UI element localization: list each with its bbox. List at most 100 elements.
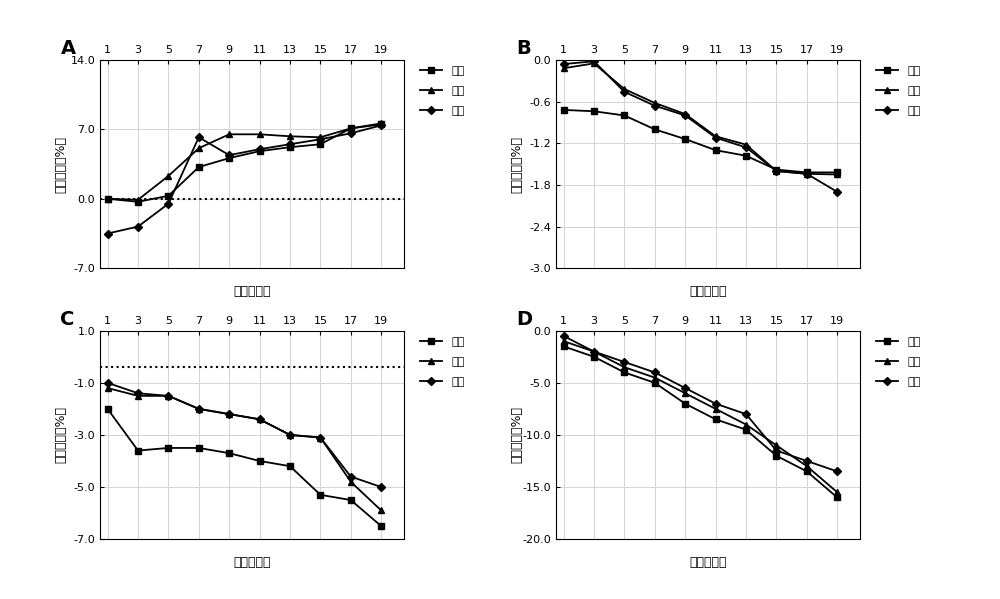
中値 bbox=[254, 416, 266, 423]
中値 bbox=[193, 406, 205, 413]
Line: 高値: 高値 bbox=[561, 333, 840, 474]
中値 bbox=[710, 406, 722, 413]
中値 bbox=[132, 392, 144, 400]
Text: B: B bbox=[516, 39, 531, 58]
中値 bbox=[740, 141, 752, 148]
低値 bbox=[558, 343, 570, 350]
低値 bbox=[314, 141, 326, 148]
低値 bbox=[740, 426, 752, 433]
Text: C: C bbox=[60, 310, 75, 329]
低値 bbox=[254, 147, 266, 155]
低値 bbox=[193, 164, 205, 171]
中値 bbox=[193, 144, 205, 152]
高値 bbox=[831, 468, 843, 475]
低値 bbox=[801, 169, 813, 176]
Line: 中値: 中値 bbox=[561, 60, 840, 177]
Text: 相对偏差（%）: 相对偏差（%） bbox=[510, 407, 523, 464]
中値 bbox=[223, 410, 235, 418]
高値 bbox=[831, 188, 843, 195]
低値 bbox=[710, 416, 722, 423]
低値 bbox=[679, 400, 691, 407]
Text: 时间（天）: 时间（天） bbox=[233, 556, 271, 569]
低値 bbox=[588, 353, 600, 361]
Line: 低値: 低値 bbox=[105, 406, 384, 529]
高値 bbox=[770, 168, 782, 175]
中値 bbox=[223, 131, 235, 138]
中値 bbox=[801, 462, 813, 470]
Text: 相对偏差（%）: 相对偏差（%） bbox=[54, 135, 67, 192]
中値 bbox=[314, 134, 326, 141]
高値 bbox=[314, 434, 326, 441]
低値 bbox=[649, 126, 661, 133]
高値 bbox=[223, 410, 235, 418]
中値 bbox=[162, 392, 174, 400]
低値 bbox=[223, 155, 235, 162]
高値 bbox=[588, 348, 600, 355]
低値 bbox=[375, 522, 387, 530]
低値 bbox=[375, 121, 387, 128]
中値 bbox=[375, 120, 387, 127]
高値 bbox=[132, 390, 144, 397]
高値 bbox=[375, 483, 387, 491]
低値 bbox=[223, 450, 235, 457]
Legend: 低値, 中値, 高値: 低値, 中値, 高値 bbox=[416, 61, 469, 120]
高値 bbox=[193, 406, 205, 413]
低値 bbox=[740, 152, 752, 159]
中値 bbox=[284, 133, 296, 140]
高値 bbox=[102, 379, 114, 386]
Legend: 低値, 中値, 高値: 低値, 中値, 高値 bbox=[416, 332, 469, 391]
Text: 时间（天）: 时间（天） bbox=[233, 285, 271, 298]
高値 bbox=[162, 200, 174, 207]
高値 bbox=[284, 431, 296, 438]
Text: 相对偏差（%）: 相对偏差（%） bbox=[54, 407, 67, 464]
Text: 时间（天）: 时间（天） bbox=[689, 556, 727, 569]
中値 bbox=[831, 489, 843, 496]
低値 bbox=[102, 195, 114, 202]
高値 bbox=[679, 112, 691, 119]
中値 bbox=[345, 125, 357, 132]
Line: 高値: 高値 bbox=[105, 123, 384, 236]
中値 bbox=[710, 133, 722, 140]
高値 bbox=[193, 134, 205, 141]
高値 bbox=[375, 122, 387, 129]
高値 bbox=[770, 447, 782, 454]
中値 bbox=[345, 478, 357, 485]
低値 bbox=[162, 444, 174, 452]
高値 bbox=[740, 144, 752, 151]
高値 bbox=[162, 392, 174, 400]
中値 bbox=[102, 385, 114, 392]
高値 bbox=[710, 134, 722, 141]
低値 bbox=[831, 169, 843, 176]
中値 bbox=[618, 86, 630, 93]
高値 bbox=[558, 332, 570, 340]
Line: 中値: 中値 bbox=[105, 385, 384, 513]
高値 bbox=[132, 223, 144, 230]
高値 bbox=[649, 102, 661, 110]
中値 bbox=[801, 170, 813, 177]
中値 bbox=[254, 131, 266, 138]
高値 bbox=[284, 141, 296, 148]
低値 bbox=[710, 147, 722, 154]
中値 bbox=[618, 364, 630, 371]
低値 bbox=[345, 497, 357, 504]
高値 bbox=[102, 230, 114, 237]
低値 bbox=[588, 108, 600, 115]
高値 bbox=[223, 152, 235, 159]
Text: D: D bbox=[516, 310, 533, 329]
Line: 低値: 低値 bbox=[561, 344, 840, 500]
低値 bbox=[345, 125, 357, 132]
低値 bbox=[284, 462, 296, 470]
高値 bbox=[345, 130, 357, 137]
高値 bbox=[345, 473, 357, 480]
低値 bbox=[132, 447, 144, 454]
高値 bbox=[254, 146, 266, 153]
低値 bbox=[801, 468, 813, 475]
高値 bbox=[558, 60, 570, 68]
高値 bbox=[649, 369, 661, 376]
中値 bbox=[588, 348, 600, 355]
高値 bbox=[254, 416, 266, 423]
高値 bbox=[801, 170, 813, 177]
低値 bbox=[618, 112, 630, 119]
Legend: 低値, 中値, 高値: 低値, 中値, 高値 bbox=[872, 332, 925, 391]
中値 bbox=[649, 99, 661, 107]
